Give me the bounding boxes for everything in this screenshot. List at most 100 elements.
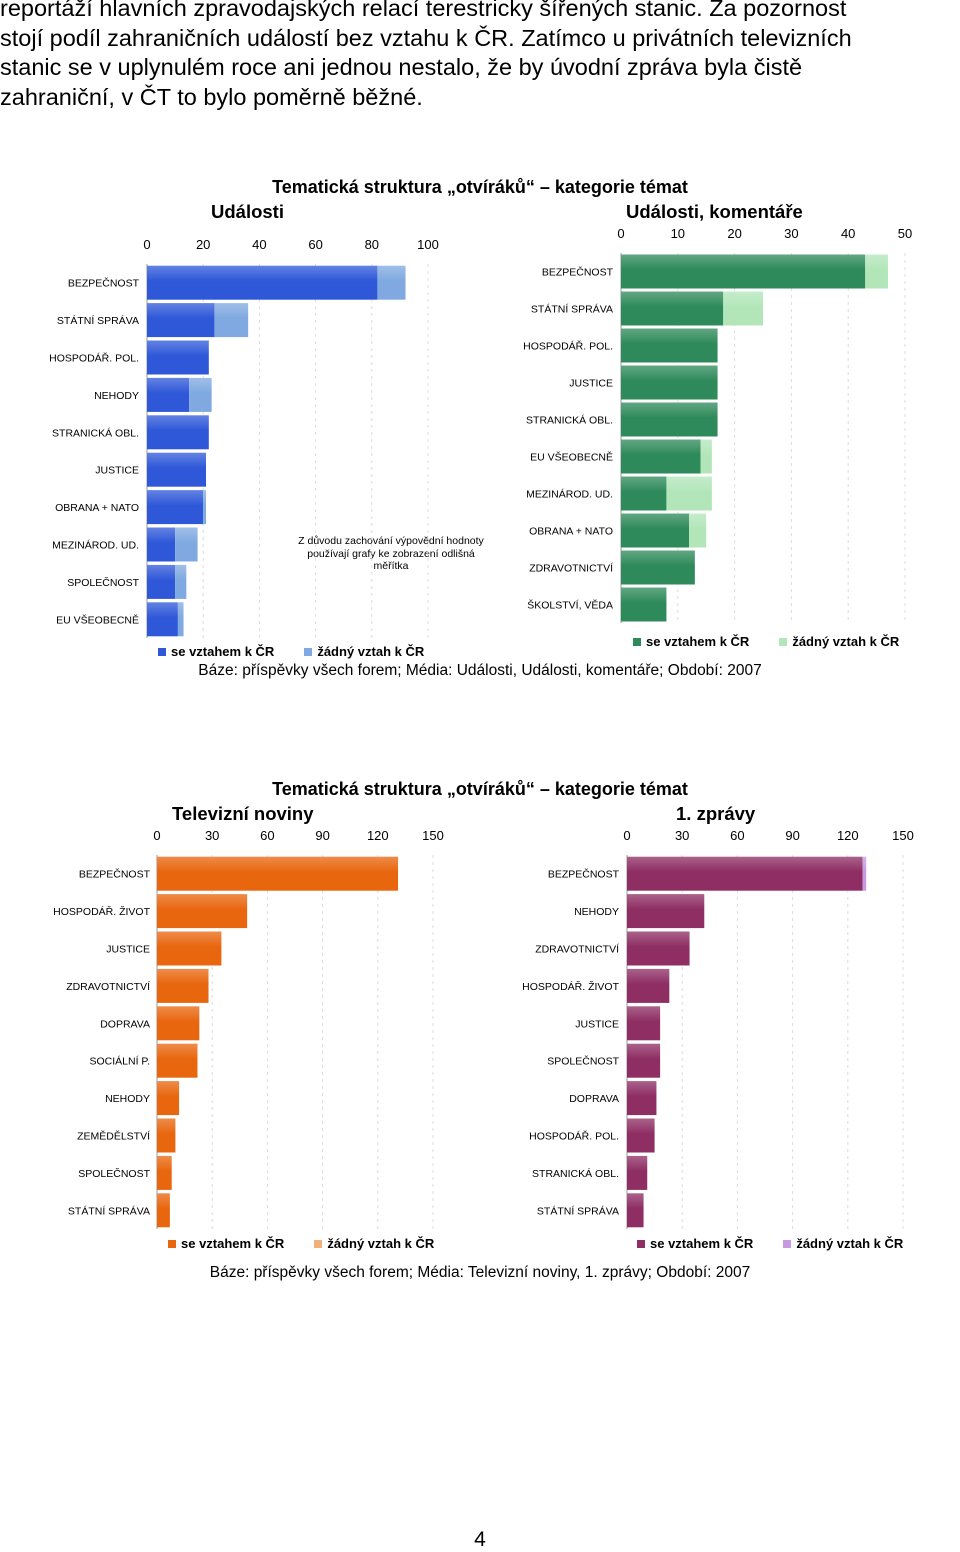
chart2-category-label: STÁTNÍ SPRÁVA [531, 303, 613, 316]
chart3-category-label: NEHODY [105, 1093, 150, 1105]
chart4-bar-with-cr [627, 1118, 655, 1153]
chart1-tick-label: 40 [252, 237, 266, 252]
chart4-category-label: BEZPEČNOST [548, 868, 620, 881]
chart3-category-label: JUSTICE [106, 944, 150, 956]
chart2-bar-with-cr [621, 402, 718, 437]
chart4-bar-with-cr [627, 1193, 644, 1228]
legend-label: se vztahem k ČR [650, 1236, 754, 1251]
chart3-tick-label: 0 [153, 828, 160, 843]
chart1-tick-label: 20 [196, 237, 210, 252]
chart1-bar-with-cr [147, 340, 209, 375]
legend-label: žádný vztah k ČR [317, 644, 425, 659]
chart3-bar-with-cr [157, 1081, 180, 1116]
chart2-category-label: BEZPEČNOST [542, 266, 614, 279]
chart2-tick-label: 0 [617, 226, 624, 241]
chart4-bar-with-cr [627, 968, 670, 1003]
chart4-tick-label: 90 [785, 828, 799, 843]
legend-item-with-cr: se vztahem k ČR [633, 634, 749, 649]
intro-line: stanic se v uplynulém roce ani jednou ne… [0, 54, 803, 80]
legend-swatch [304, 647, 313, 656]
chart2-legend: se vztahem k ČR žádný vztah k ČR [633, 634, 899, 649]
chart2-bar-with-cr [621, 328, 718, 363]
legend-label: se vztahem k ČR [181, 1236, 285, 1251]
legend-swatch [158, 647, 166, 656]
chart1-bar-with-cr [147, 564, 176, 599]
chart4-category-label: HOSPODÁŘ. POL. [529, 1130, 619, 1143]
chart3-bar-with-cr [157, 931, 222, 966]
chart3-bar-with-cr [157, 1193, 170, 1228]
legend-swatch [633, 637, 641, 646]
legend-item-no-cr: žádný vztah k ČR [779, 634, 899, 649]
chart3-bar-with-cr [157, 856, 399, 891]
chart3-bar-with-cr [157, 1006, 200, 1041]
chart3-tick-label: 30 [205, 828, 219, 843]
legend-swatch [314, 1239, 323, 1248]
figure1-base-note: Báze: příspěvky všech forem; Média: Udál… [198, 662, 762, 679]
page-number: 4 [474, 1528, 486, 1551]
chart1-category-label: OBRANA + NATO [55, 502, 139, 514]
chart3-tick-label: 150 [422, 828, 444, 843]
chart2-tick-label: 10 [671, 226, 685, 241]
chart1-bar-with-cr [147, 303, 215, 338]
figure2-title: Tematická struktura „otvíráků“ – kategor… [272, 779, 688, 799]
chart2-bar-with-cr [621, 365, 718, 400]
chart4-category-label: HOSPODÁŘ. ŽIVOT [522, 980, 619, 993]
chart3-bar-with-cr [157, 1118, 176, 1153]
chart2-bar-no-cr [666, 476, 712, 511]
chart4-bar-no-cr [862, 856, 867, 891]
chart1-category-label: NEHODY [94, 390, 139, 402]
chart3-subtitle: Televizní noviny [172, 803, 314, 824]
chart2-tick-label: 50 [898, 226, 912, 241]
chart4-subtitle: 1. zprávy [676, 803, 756, 824]
chart4-category-label: STRANICKÁ OBL. [532, 1167, 619, 1180]
chart1-category-label: JUSTICE [95, 465, 139, 477]
chart1-bar-no-cr [377, 265, 406, 300]
legend-item-no-cr: žádný vztah k ČR [304, 644, 424, 659]
chart1-tick-label: 80 [365, 237, 379, 252]
chart4-category-label: ZDRAVOTNICTVÍ [535, 943, 619, 956]
chart4-bar-with-cr [627, 1081, 657, 1116]
chart2-category-label: JUSTICE [569, 378, 613, 390]
chart1-bar-with-cr [147, 377, 190, 412]
chart2-category-label: MEZINÁROD. UD. [526, 488, 613, 501]
chart1-category-label: MEZINÁROD. UD. [52, 539, 139, 552]
chart4-bar-with-cr [627, 1155, 648, 1190]
legend-swatch [779, 637, 788, 646]
chart2-category-label: STRANICKÁ OBL. [526, 414, 613, 427]
chart1-category-label: STÁTNÍ SPRÁVA [57, 314, 139, 327]
chart3-category-label: STÁTNÍ SPRÁVA [68, 1204, 150, 1217]
chart3-category-label: SOCIÁLNÍ P. [90, 1055, 151, 1068]
chart3-bar-with-cr [157, 1155, 172, 1190]
chart1-bar-no-cr [189, 377, 212, 412]
chart2-category-label: EU VŠEOBECNĚ [530, 451, 613, 464]
legend-item-no-cr: žádný vztah k ČR [783, 1236, 903, 1251]
chart2-bar-with-cr [621, 439, 701, 474]
chart3-tick-label: 90 [315, 828, 329, 843]
chart2-category-label: ZDRAVOTNICTVÍ [529, 562, 613, 575]
legend-label: se vztahem k ČR [646, 634, 750, 649]
chart1-bar-with-cr [147, 265, 378, 300]
chart1-category-label: BEZPEČNOST [68, 277, 140, 290]
chart1-tick-label: 60 [308, 237, 322, 252]
intro-line: zahraniční, v ČT to bylo poměrně běžné. [0, 83, 423, 110]
intro-line: reportáží hlavních zpravodajských relací… [0, 0, 847, 21]
chart3-legend: se vztahem k ČR žádný vztah k ČR [168, 1236, 434, 1251]
chart1-category-label: HOSPODÁŘ. POL. [49, 352, 139, 365]
chart1-legend: se vztahem k ČR žádný vztah k ČR [158, 644, 424, 659]
chart1-subtitle: Události [211, 201, 284, 222]
chart3-category-label: HOSPODÁŘ. ŽIVOT [53, 905, 150, 918]
chart1-category-label: STRANICKÁ OBL. [52, 426, 139, 439]
chart4-tick-label: 30 [675, 828, 689, 843]
chart1-category-label: SPOLEČNOST [67, 576, 139, 589]
chart4-tick-label: 60 [730, 828, 744, 843]
legend-label: žádný vztah k ČR [796, 1236, 904, 1251]
chart2-category-label: HOSPODÁŘ. POL. [523, 340, 613, 353]
chart1-bar-with-cr [147, 452, 207, 487]
chart2-category-label: OBRANA + NATO [529, 526, 613, 538]
chart4-category-label: JUSTICE [575, 1018, 619, 1030]
legend-label: se vztahem k ČR [171, 644, 275, 659]
legend-item-with-cr: se vztahem k ČR [158, 644, 274, 659]
figure1-title: Tematická struktura „otvíráků“ – kategor… [272, 177, 688, 197]
chart2-bar-with-cr [621, 587, 667, 622]
